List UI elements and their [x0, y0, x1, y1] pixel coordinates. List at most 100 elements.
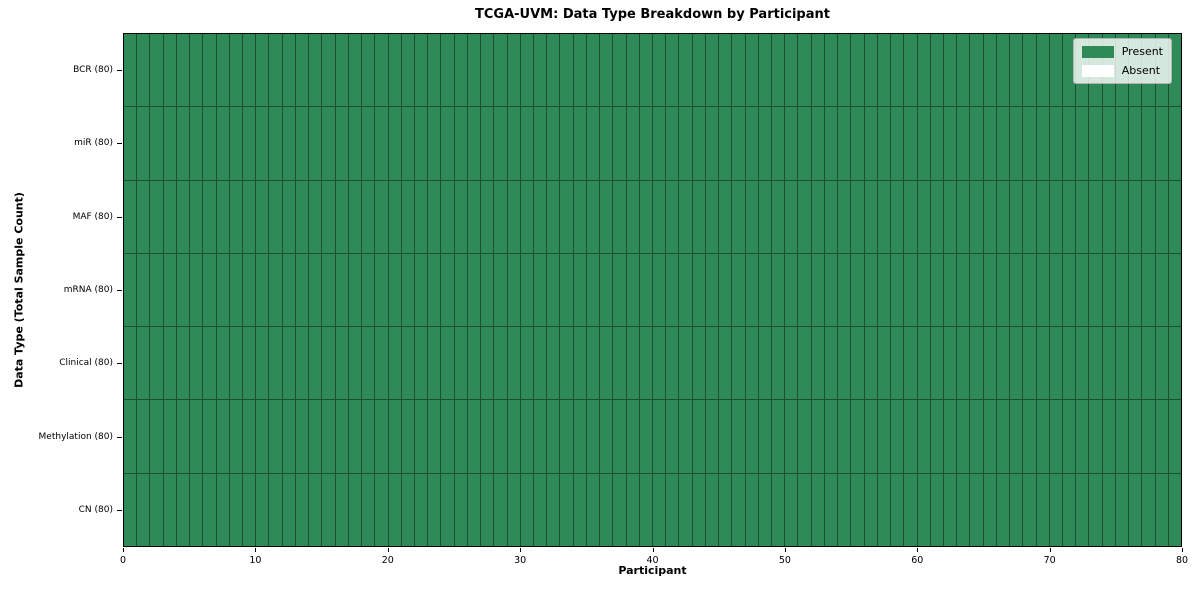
- heatmap-cell: [1089, 473, 1102, 546]
- heatmap-cell: [441, 400, 454, 473]
- heatmap-cell: [124, 180, 137, 253]
- heatmap-cell: [414, 180, 428, 253]
- heatmap-cell: [745, 400, 758, 473]
- heatmap-cell: [124, 34, 137, 107]
- heatmap-cell: [653, 327, 666, 400]
- x-tick-label: 60: [911, 555, 924, 566]
- x-tick-label: 70: [1043, 555, 1056, 566]
- heatmap-cell: [560, 473, 573, 546]
- heatmap-cell: [309, 34, 322, 107]
- heatmap-cell: [494, 180, 507, 253]
- heatmap-cell: [653, 473, 666, 546]
- heatmap-cell: [163, 327, 176, 400]
- heatmap-cell: [150, 34, 163, 107]
- heatmap-cell: [851, 34, 864, 107]
- heatmap-cell: [1036, 180, 1049, 253]
- heatmap-cell: [613, 327, 626, 400]
- heatmap-cell: [216, 34, 229, 107]
- heatmap-cell: [1142, 400, 1155, 473]
- heatmap-cell: [1076, 400, 1089, 473]
- heatmap-cell: [772, 34, 785, 107]
- heatmap-cell: [454, 107, 467, 180]
- heatmap-cell: [256, 253, 269, 327]
- heatmap-cell: [176, 107, 190, 180]
- heatmap-cell: [176, 253, 190, 327]
- heatmap-cell: [586, 34, 600, 107]
- heatmap-cell: [705, 34, 719, 107]
- heatmap-cell: [679, 34, 692, 107]
- heatmap-cell: [335, 34, 348, 107]
- heatmap-cell: [124, 327, 137, 400]
- heatmap-cell: [494, 473, 507, 546]
- heatmap-cell: [851, 327, 864, 400]
- heatmap-cell: [692, 400, 705, 473]
- heatmap-cell: [930, 180, 943, 253]
- heatmap-cell: [401, 180, 414, 253]
- heatmap-cell: [719, 473, 732, 546]
- heatmap-cell: [785, 34, 798, 107]
- heatmap-cell: [732, 473, 745, 546]
- heatmap-cell: [414, 473, 428, 546]
- heatmap-cell: [745, 327, 758, 400]
- heatmap-cell: [481, 107, 494, 180]
- heatmap-cell: [322, 180, 335, 253]
- heatmap-cell: [1115, 400, 1129, 473]
- heatmap-cell: [348, 253, 362, 327]
- heatmap-cell: [824, 180, 838, 253]
- heatmap-cell: [454, 327, 467, 400]
- heatmap-cell: [573, 34, 586, 107]
- heatmap-cell: [163, 400, 176, 473]
- heatmap-cell: [732, 400, 745, 473]
- heatmap-cell: [851, 253, 864, 327]
- heatmap-cell: [414, 327, 428, 400]
- heatmap-cell: [467, 180, 481, 253]
- x-tick-mark: [1182, 548, 1183, 552]
- heatmap-cell: [732, 34, 745, 107]
- heatmap-cell: [626, 400, 639, 473]
- heatmap-cell: [467, 400, 481, 473]
- heatmap-cell: [295, 180, 309, 253]
- heatmap-cell: [917, 473, 930, 546]
- heatmap-cell: [692, 253, 705, 327]
- heatmap-cell: [930, 400, 943, 473]
- heatmap-cell: [203, 34, 216, 107]
- heatmap-cell: [137, 180, 150, 253]
- heatmap-cell: [1010, 107, 1023, 180]
- heatmap-cell: [1155, 400, 1168, 473]
- heatmap-cell: [547, 327, 560, 400]
- heatmap-cell: [613, 180, 626, 253]
- heatmap-cell: [613, 107, 626, 180]
- heatmap-cell: [996, 180, 1010, 253]
- heatmap-cell: [692, 107, 705, 180]
- heatmap-cell: [322, 473, 335, 546]
- heatmap-cell: [719, 327, 732, 400]
- heatmap-cell: [996, 400, 1010, 473]
- heatmap-cell: [1062, 34, 1076, 107]
- heatmap-cell: [348, 327, 362, 400]
- heatmap-cell: [137, 253, 150, 327]
- heatmap-cell: [1010, 400, 1023, 473]
- heatmap-cell: [309, 253, 322, 327]
- heatmap-cell: [1155, 327, 1168, 400]
- heatmap-cell: [243, 107, 256, 180]
- heatmap-cell: [613, 253, 626, 327]
- heatmap-cell: [864, 253, 877, 327]
- heatmap-cell: [1155, 473, 1168, 546]
- heatmap-cell: [269, 473, 282, 546]
- heatmap-cell: [282, 400, 295, 473]
- heatmap-cell: [520, 327, 533, 400]
- legend-entry-absent: Absent: [1081, 64, 1163, 77]
- heatmap-cell: [1036, 400, 1049, 473]
- heatmap-cell: [282, 253, 295, 327]
- y-tick-mark: [117, 290, 122, 291]
- heatmap-cell: [745, 253, 758, 327]
- heatmap-cell: [1049, 327, 1062, 400]
- heatmap-cell: [719, 253, 732, 327]
- heatmap-cell: [533, 400, 547, 473]
- heatmap-cell: [957, 327, 970, 400]
- heatmap-cell: [600, 400, 613, 473]
- heatmap-cell: [335, 327, 348, 400]
- heatmap-cell: [957, 180, 970, 253]
- heatmap-cell: [547, 34, 560, 107]
- heatmap-cell: [1168, 400, 1181, 473]
